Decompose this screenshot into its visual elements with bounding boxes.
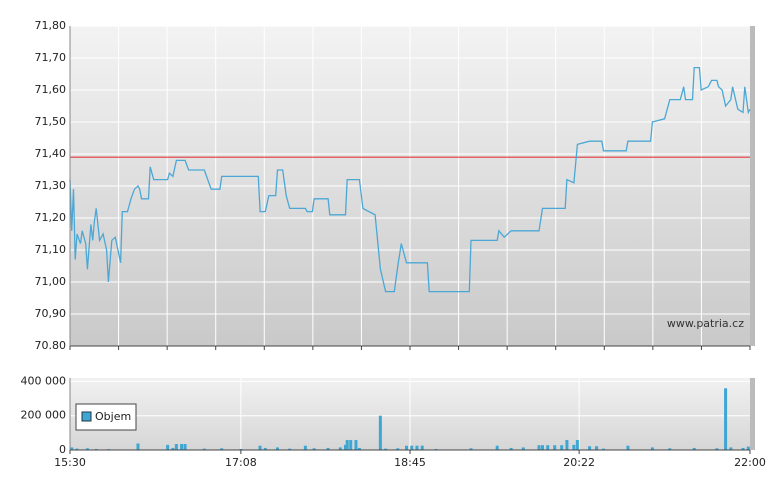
- volume-bar: [171, 447, 175, 450]
- volume-bar: [357, 447, 361, 450]
- legend-swatch: [81, 411, 92, 422]
- volume-bar: [602, 448, 606, 450]
- volume-bar: [724, 388, 728, 450]
- volume-bar: [495, 445, 499, 450]
- volume-bar: [338, 447, 342, 450]
- price-line: [69, 66, 751, 293]
- volume-bar: [575, 440, 579, 450]
- volume-bar: [521, 447, 525, 450]
- volume-bar: [263, 447, 267, 450]
- volume-bar: [202, 448, 206, 450]
- y-tick-label: 0: [59, 443, 66, 456]
- volume-bar: [560, 445, 564, 450]
- volume-bar: [75, 448, 79, 450]
- volume-bar: [595, 446, 599, 450]
- volume-bar: [715, 448, 719, 450]
- volume-bar: [741, 447, 745, 450]
- volume-bar: [345, 440, 349, 450]
- x-tick-label: 20:22: [563, 456, 595, 469]
- volume-bar: [220, 448, 224, 450]
- volume-bar: [166, 444, 170, 450]
- y-tick-label: 70,90: [35, 307, 67, 320]
- volume-bar: [434, 448, 438, 450]
- volume-bar: [410, 445, 414, 450]
- plot-edge: [750, 378, 755, 450]
- volume-bar: [405, 445, 409, 450]
- y-tick-label: 71,40: [35, 147, 67, 160]
- volume-bar: [275, 447, 279, 450]
- volume-bar: [183, 444, 187, 450]
- volume-bar: [626, 445, 630, 450]
- y-tick-label: 70.80: [35, 339, 67, 352]
- volume-bar: [384, 448, 388, 450]
- x-tick-label: 22:00: [734, 456, 766, 469]
- volume-bar: [415, 445, 419, 450]
- volume-bar: [378, 415, 382, 450]
- y-tick-label: 400 000: [21, 374, 67, 387]
- y-tick-label: 71,50: [35, 115, 67, 128]
- volume-bar: [396, 448, 400, 450]
- plot-edge: [750, 26, 755, 346]
- y-tick-label: 200 000: [21, 409, 67, 422]
- volume-bar: [349, 440, 353, 450]
- volume-bar: [729, 447, 733, 450]
- volume-bar: [546, 445, 550, 450]
- legend-label: Objem: [95, 410, 131, 423]
- volume-bar: [668, 448, 672, 450]
- x-tick-label: 15:30: [54, 456, 86, 469]
- watermark: www.patria.cz: [667, 317, 744, 330]
- volume-bar: [565, 440, 569, 450]
- volume-bar: [650, 447, 654, 450]
- volume-bar: [303, 445, 307, 450]
- volume-bar: [94, 448, 98, 450]
- volume-bar: [326, 447, 330, 450]
- y-tick-label: 71,00: [35, 275, 67, 288]
- volume-bar: [258, 445, 262, 450]
- volume-bar: [354, 440, 358, 450]
- x-tick-label: 18:45: [394, 456, 426, 469]
- y-tick-label: 71,60: [35, 83, 67, 96]
- volume-bar: [553, 445, 557, 450]
- volume-bar: [343, 444, 347, 450]
- volume-bar: [312, 448, 316, 450]
- volume-bar: [136, 443, 140, 450]
- x-tick-label: 17:08: [225, 456, 257, 469]
- volume-bar: [541, 445, 545, 450]
- y-tick-label: 71,70: [35, 51, 67, 64]
- volume-bar: [537, 445, 541, 450]
- volume-bar: [288, 448, 292, 450]
- volume-bar: [70, 447, 74, 450]
- volume-bar: [239, 448, 243, 450]
- volume-bar: [509, 447, 513, 450]
- y-tick-label: 71,80: [35, 19, 67, 32]
- y-tick-label: 71,20: [35, 211, 67, 224]
- volume-bar: [692, 447, 696, 450]
- y-tick-label: 71,30: [35, 179, 67, 192]
- volume-bar: [469, 448, 473, 450]
- volume-bar: [85, 448, 89, 450]
- volume-bar: [174, 444, 178, 450]
- volume-bar: [420, 445, 424, 450]
- y-tick-label: 71,10: [35, 243, 67, 256]
- volume-bar: [572, 444, 576, 450]
- volume-bar: [746, 446, 750, 450]
- volume-bar: [180, 444, 184, 450]
- volume-bar: [588, 446, 592, 450]
